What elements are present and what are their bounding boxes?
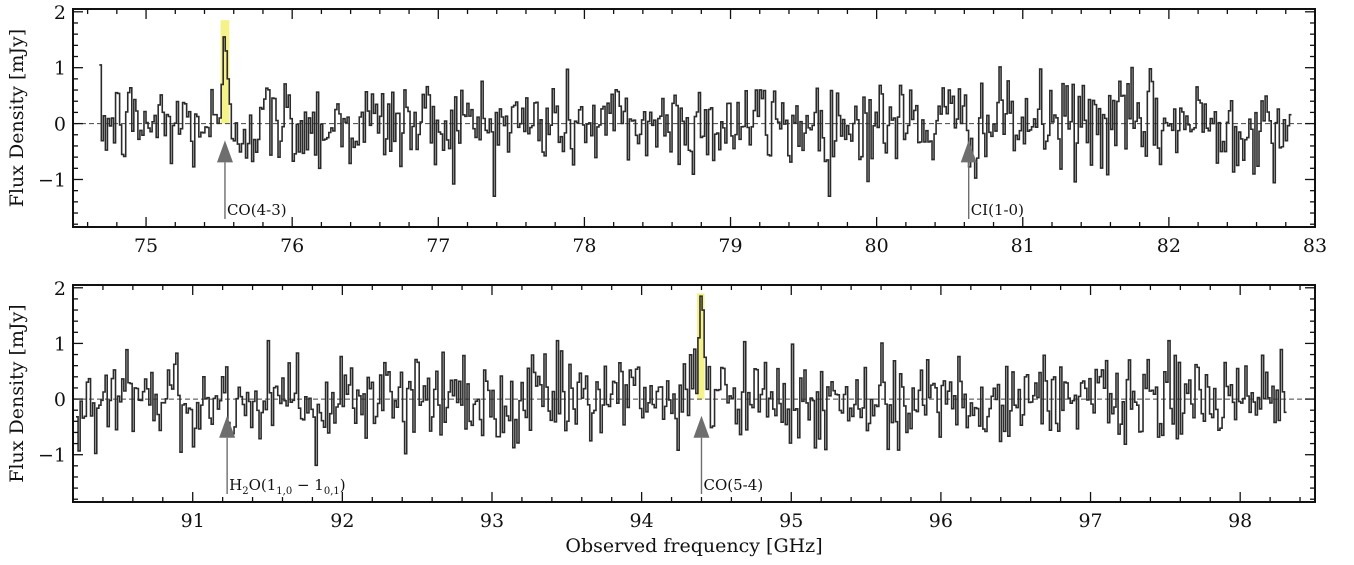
x-tick-label: 83 xyxy=(1303,235,1327,257)
line-highlight xyxy=(220,20,230,124)
x-tick-label: 94 xyxy=(630,510,654,532)
y-axis-title: Flux Density [mJy] xyxy=(6,29,28,207)
axes-frame xyxy=(72,284,1316,503)
line-marker-label: CO(4-3) xyxy=(227,201,287,219)
x-tick-label: 91 xyxy=(181,510,205,532)
line-marker-label: H2​O(11,0​ − 10,1​) xyxy=(229,476,346,497)
line-marker-arrow xyxy=(693,415,710,438)
y-axis-title: Flux Density [mJy] xyxy=(6,304,28,482)
x-tick-label: 79 xyxy=(718,235,742,257)
x-tick-label: 77 xyxy=(426,235,450,257)
y-tick-label: 2 xyxy=(54,278,66,300)
line-marker-label: CO(5-4) xyxy=(703,476,763,494)
x-tick-label: 78 xyxy=(572,235,596,257)
x-tick-label: 81 xyxy=(1011,235,1035,257)
x-tick-label: 93 xyxy=(480,510,504,532)
top-panel: CO(4-3) CI(1-0) 75 76 77 78 79 80 81 82 83 −1 0 1 2 Flu… xyxy=(6,2,1327,257)
y-tick-label: 0 xyxy=(54,114,66,136)
y-tick-label: 1 xyxy=(54,333,66,355)
x-tick-label: 80 xyxy=(865,235,889,257)
x-tick-label: 95 xyxy=(779,510,803,532)
x-axis-title: Observed frequency [GHz] xyxy=(565,535,822,557)
x-tick-label: 82 xyxy=(1157,235,1181,257)
y-tick-label: 2 xyxy=(54,2,66,24)
y-tick-label: −1 xyxy=(38,169,66,191)
x-tick-label: 76 xyxy=(280,235,304,257)
line-marker-arrow xyxy=(960,140,977,163)
spectrum-line xyxy=(99,36,1292,198)
y-tick-label: 0 xyxy=(54,389,66,411)
x-tick-label: 92 xyxy=(330,510,354,532)
line-marker-arrow xyxy=(219,415,236,438)
x-tick-label: 96 xyxy=(929,510,953,532)
line-marker-label: CI(1-0) xyxy=(971,201,1024,219)
bottom-panel: H2​O(11,0​ − 10,1​) CO(5-4) 91 92 93 94 95 96 97… xyxy=(6,278,1316,557)
y-tick-label: 1 xyxy=(54,58,66,80)
line-marker-arrow xyxy=(216,140,233,163)
x-tick-label: 97 xyxy=(1078,510,1102,532)
y-tick-label: −1 xyxy=(38,445,66,467)
line-highlight xyxy=(696,293,705,400)
spectrum-line xyxy=(75,295,1287,467)
x-tick-label: 98 xyxy=(1228,510,1252,532)
x-tick-label: 75 xyxy=(134,235,158,257)
axes-frame xyxy=(72,8,1316,228)
